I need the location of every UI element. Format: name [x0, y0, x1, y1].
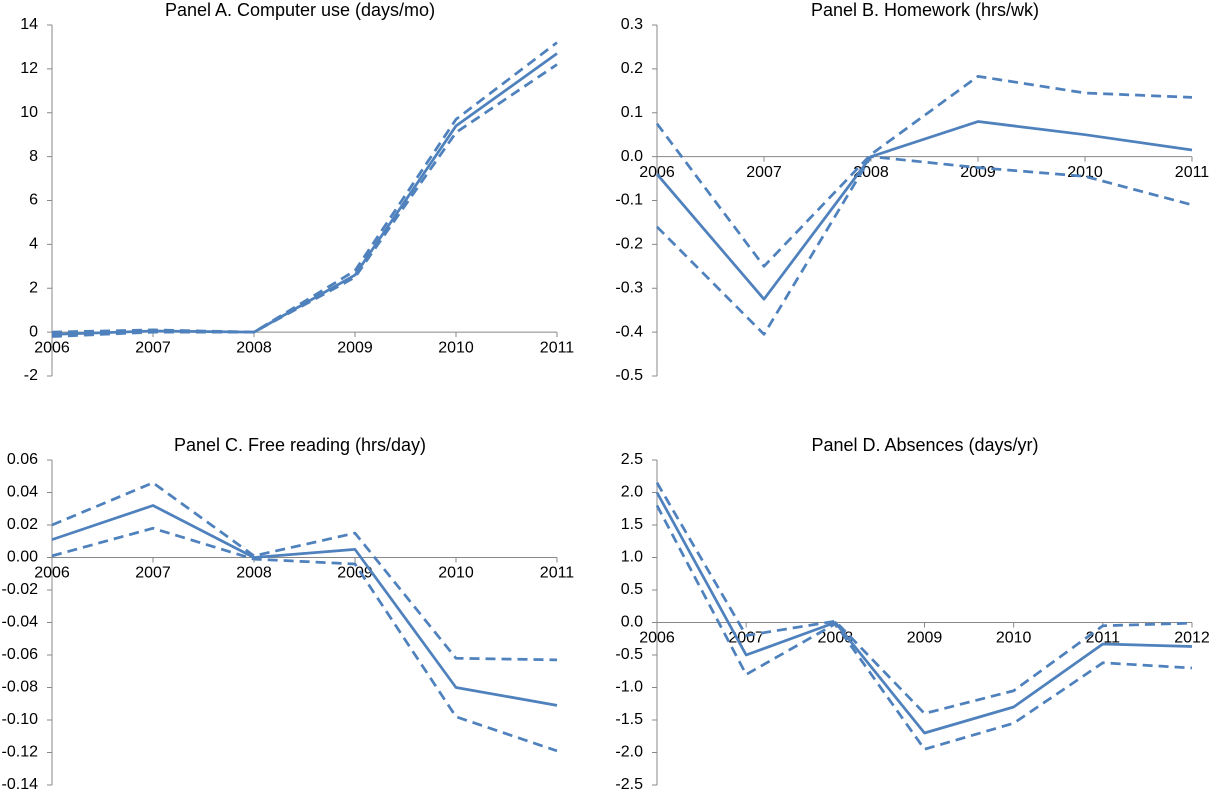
- y-tick-label: -0.5: [615, 367, 643, 384]
- y-tick-label: 2.0: [621, 484, 643, 501]
- y-tick-label: 2.5: [621, 451, 643, 468]
- y-tick-label: 12: [20, 60, 38, 77]
- x-tick-label: 2010: [1067, 164, 1103, 181]
- bound-line: [51, 41, 558, 334]
- x-tick-label: 2009: [337, 339, 373, 356]
- y-tick-label: 6: [29, 192, 38, 209]
- y-tick-label: -0.2: [615, 236, 643, 253]
- y-tick-label: 0.02: [7, 516, 38, 533]
- x-tick-label: 2010: [438, 339, 474, 356]
- x-tick-label: 2007: [135, 339, 171, 356]
- x-tick-label: 2010: [438, 565, 474, 582]
- y-tick-label: -0.14: [2, 776, 39, 793]
- bound-line: [655, 504, 1193, 751]
- x-tick-label: 2011: [540, 565, 575, 582]
- estimate-line: [655, 120, 1193, 301]
- y-tick-label: 14: [20, 16, 38, 33]
- panel-title: Panel C. Free reading (hrs/day): [174, 435, 426, 455]
- y-tick-label: -0.02: [2, 581, 39, 598]
- estimate-line: [51, 504, 558, 707]
- y-tick-label: 2: [29, 279, 38, 296]
- y-tick-label: 0.3: [621, 16, 643, 33]
- x-tick-label: 2011: [1086, 630, 1121, 647]
- y-tick-label: -0.1: [615, 192, 643, 209]
- bound-line: [655, 74, 1193, 268]
- x-tick-label: 2006: [639, 630, 675, 647]
- y-tick-label: 1.0: [621, 549, 643, 566]
- y-tick-label: -0.08: [2, 679, 39, 696]
- y-tick-label: 0.1: [621, 104, 643, 121]
- panel-title: Panel A. Computer use (days/mo): [165, 0, 435, 20]
- y-tick-label: 0.06: [7, 451, 38, 468]
- y-tick-label: 0.0: [621, 148, 643, 165]
- y-tick-label: -1.5: [615, 711, 643, 728]
- y-tick-label: -0.04: [2, 614, 39, 631]
- estimate-line: [655, 491, 1193, 735]
- x-tick-label: 2007: [135, 565, 171, 582]
- panel-title: Panel B. Homework (hrs/wk): [811, 0, 1039, 20]
- y-tick-label: 4: [29, 236, 38, 253]
- bound-line: [51, 63, 558, 338]
- y-tick-label: 0: [29, 323, 38, 340]
- bound-line: [51, 481, 558, 662]
- panel-title: Panel D. Absences (days/yr): [811, 435, 1038, 455]
- x-tick-label: 2010: [996, 630, 1032, 647]
- estimate-line: [51, 52, 558, 336]
- y-tick-label: -0.4: [615, 323, 643, 340]
- y-tick-label: 0.00: [7, 549, 38, 566]
- y-tick-label: -0.06: [2, 646, 39, 663]
- y-tick-label: 8: [29, 148, 38, 165]
- x-tick-label: 2008: [236, 339, 272, 356]
- x-tick-label: 2011: [540, 339, 575, 356]
- x-tick-label: 2011: [1175, 164, 1210, 181]
- y-tick-label: -0.5: [615, 646, 643, 663]
- y-tick-label: 0.0: [621, 614, 643, 631]
- y-tick-label: -2: [24, 367, 38, 384]
- x-tick-label: 2008: [236, 565, 272, 582]
- x-tick-label: 2009: [907, 630, 943, 647]
- x-tick-label: 2006: [34, 339, 70, 356]
- x-tick-label: 2007: [746, 164, 782, 181]
- y-tick-label: -2.0: [615, 744, 643, 761]
- y-tick-label: 0.2: [621, 60, 643, 77]
- y-tick-label: -1.0: [615, 679, 643, 696]
- bound-line: [51, 526, 558, 753]
- x-tick-label: 2006: [639, 164, 675, 181]
- y-tick-label: 10: [20, 104, 38, 121]
- x-tick-label: 2009: [960, 164, 996, 181]
- bound-line: [655, 482, 1193, 715]
- x-tick-label: 2012: [1174, 630, 1210, 647]
- y-tick-label: -0.12: [2, 744, 39, 761]
- y-tick-label: 0.5: [621, 581, 643, 598]
- y-tick-label: -0.10: [2, 711, 39, 728]
- y-tick-label: -0.3: [615, 279, 643, 296]
- bound-line: [656, 155, 1193, 336]
- y-tick-label: -2.5: [615, 776, 643, 793]
- y-tick-label: 1.5: [621, 516, 643, 533]
- y-tick-label: 0.04: [7, 484, 38, 501]
- x-tick-label: 2006: [34, 565, 70, 582]
